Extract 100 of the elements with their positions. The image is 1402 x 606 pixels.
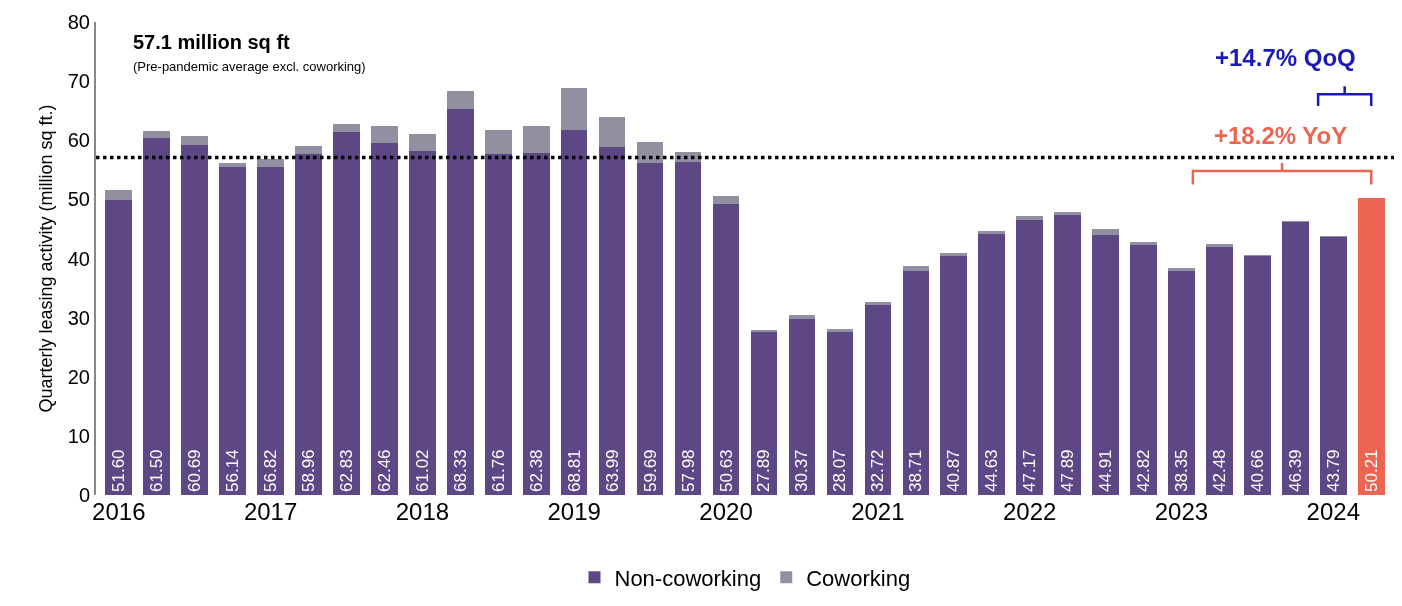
total-label: 47.17: [1020, 449, 1040, 492]
bar: [219, 163, 246, 167]
annotation: +14.7% QoQ: [1215, 44, 1356, 71]
bar: [1244, 256, 1271, 495]
bar: [333, 123, 360, 132]
total-label: 42.82: [1134, 449, 1154, 492]
bar: [1054, 215, 1081, 495]
bar: [522, 153, 550, 495]
x-tick-label: 2021: [851, 498, 905, 525]
y-tick-label: 40: [67, 247, 90, 270]
bar: [295, 146, 322, 154]
bar: [485, 153, 512, 495]
x-tick-label: 2020: [699, 498, 753, 525]
total-label: 62.46: [374, 449, 394, 492]
total-label: 61.50: [147, 449, 167, 492]
total-label: 59.69: [640, 449, 660, 492]
bar: [522, 126, 550, 154]
bar: [978, 233, 1005, 495]
bar: [788, 315, 816, 320]
y-tick-label: 80: [67, 11, 90, 33]
y-tick-label: 70: [67, 70, 90, 93]
total-label: 60.69: [185, 449, 205, 492]
bar: [257, 159, 284, 167]
total-label: 62.38: [526, 449, 546, 492]
total-label: 56.14: [223, 449, 243, 492]
bar: [1016, 216, 1043, 221]
bar: [485, 129, 512, 154]
total-label: 68.33: [450, 449, 470, 492]
total-label: 61.76: [488, 449, 508, 492]
bar: [1206, 247, 1233, 495]
bar: [902, 266, 930, 271]
legend-label: Coworking: [806, 565, 911, 591]
bar: [295, 153, 322, 495]
y-tick-label: 60: [67, 129, 90, 152]
bar: [940, 256, 968, 495]
bar: [750, 331, 778, 495]
bar: [143, 131, 171, 138]
total-label: 27.89: [754, 449, 774, 492]
total-label: 62.83: [336, 449, 356, 492]
bar: [447, 108, 474, 495]
bar: [181, 144, 208, 495]
total-label: 56.82: [261, 449, 281, 492]
bar: [674, 161, 702, 495]
bar: [598, 146, 626, 495]
total-label: 47.89: [1058, 449, 1078, 492]
bar: [712, 203, 740, 495]
total-label: 40.66: [1247, 449, 1267, 492]
bar: [219, 166, 246, 495]
bar: [826, 331, 854, 495]
bar: [371, 125, 398, 143]
x-tick-label: 2018: [395, 498, 450, 525]
total-label: 61.02: [412, 449, 432, 492]
x-tick-label: 2016: [92, 498, 146, 525]
total-label: 58.96: [299, 449, 319, 492]
legend-label: Non-coworking: [614, 565, 762, 591]
bar: [1092, 234, 1119, 495]
y-tick-label: 20: [67, 365, 90, 388]
total-label: 50.63: [716, 449, 736, 492]
total-label: 50.21: [1361, 449, 1381, 492]
total-label: 42.48: [1209, 449, 1229, 492]
total-label: 43.79: [1323, 449, 1343, 492]
bar: [1130, 245, 1157, 495]
bar: [636, 142, 664, 163]
total-label: 30.37: [792, 449, 812, 492]
bar: [1319, 237, 1347, 495]
total-label: 32.72: [868, 449, 888, 492]
bar: [1168, 268, 1195, 271]
y-axis-title: Quarterly leasing activity (million sq ft.): [36, 104, 57, 413]
bar: [940, 253, 968, 257]
bar: [105, 199, 133, 495]
x-tick-label: 2022: [1002, 498, 1057, 525]
bar: [978, 231, 1005, 234]
bar: [560, 88, 588, 131]
total-label: 40.87: [944, 449, 964, 492]
total-label: 38.71: [906, 449, 926, 492]
bar: [560, 130, 588, 495]
y-tick-label: 0: [78, 484, 90, 506]
bar: [447, 91, 474, 109]
bar: [902, 270, 930, 495]
bar: [598, 116, 626, 147]
bar: [409, 151, 436, 495]
total-label: 44.63: [982, 449, 1002, 492]
bar: [864, 305, 892, 495]
y-tick-label: 50: [67, 188, 90, 211]
bar: [1016, 220, 1043, 495]
bar: [143, 137, 171, 495]
y-tick-label: 30: [67, 306, 90, 329]
total-label: 44.91: [1096, 449, 1116, 492]
x-tick-label: 2019: [547, 498, 601, 525]
bar: [826, 329, 854, 332]
bar: [371, 142, 398, 495]
x-tick-label: 2023: [1154, 498, 1209, 525]
bar: [333, 131, 360, 495]
annotation: +18.2% YoY: [1214, 122, 1348, 149]
bar: [181, 136, 208, 145]
bar: [1168, 270, 1195, 495]
bar: [636, 162, 664, 495]
bar: [1282, 222, 1309, 495]
total-label: 28.07: [830, 449, 850, 492]
total-label: 63.99: [602, 449, 622, 492]
